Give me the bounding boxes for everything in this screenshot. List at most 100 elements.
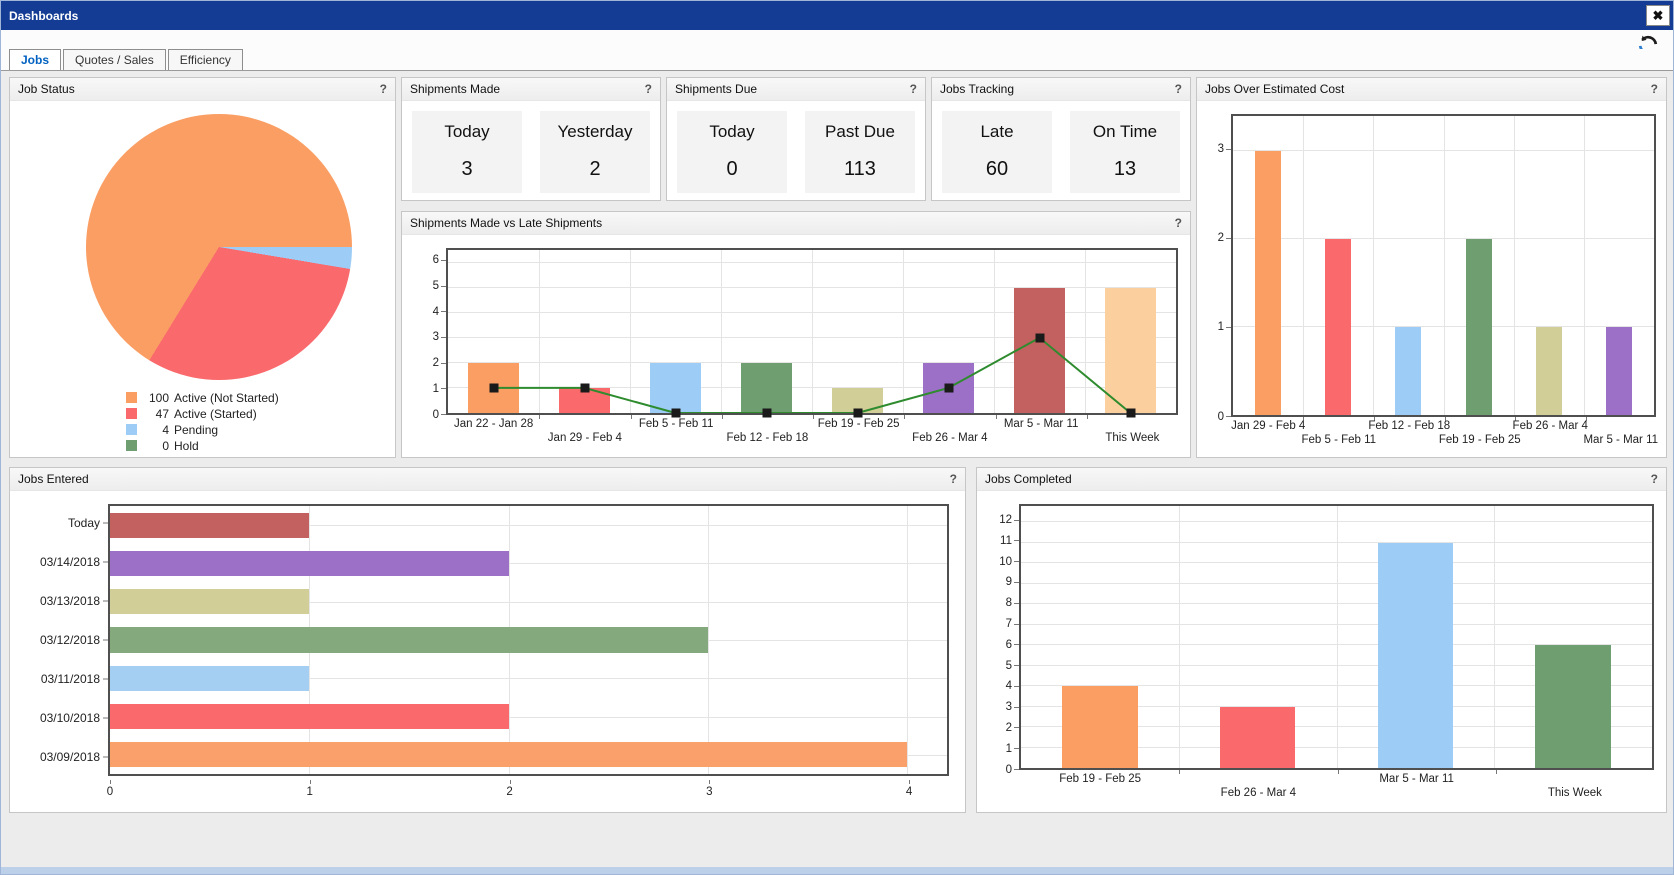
stat-label: On Time bbox=[1092, 122, 1158, 141]
y-tick-mark bbox=[1226, 326, 1231, 328]
bar bbox=[1605, 327, 1632, 415]
stat-card-yesterday: Yesterday 2 bbox=[540, 111, 650, 193]
jobs-over-estimated-cost-chart: 0 1 2 3 Jan 29 - Feb 4 Feb 5 - Feb 11 Feb 12 -… bbox=[1205, 114, 1658, 451]
x-tick-mark bbox=[509, 780, 511, 784]
x-tick-label: 3 bbox=[706, 786, 713, 798]
x-tick-label: This Week bbox=[1105, 432, 1160, 444]
y-tick-label: 3 bbox=[1217, 142, 1224, 155]
jobs-completed-chart: 0 1 2 3 4 5 6 7 8 9 10 11 12 Feb 19 - Feb 25 Feb 26 - … bbox=[989, 504, 1654, 804]
help-icon[interactable]: ? bbox=[1650, 472, 1658, 486]
y-tick-label: 1 bbox=[432, 382, 439, 395]
help-icon[interactable]: ? bbox=[644, 82, 652, 96]
help-icon[interactable]: ? bbox=[1650, 82, 1658, 96]
x-tick-mark bbox=[904, 415, 906, 419]
x-tick-mark bbox=[1303, 417, 1305, 421]
x-tick-label: Jan 29 - Feb 4 bbox=[1231, 420, 1306, 432]
x-axis: Jan 29 - Feb 4 Feb 5 - Feb 11 Feb 12 - Feb… bbox=[1231, 417, 1658, 451]
gridline bbox=[1336, 506, 1338, 768]
y-tick-mark bbox=[441, 285, 446, 287]
x-axis: 0 1 2 3 4 bbox=[107, 780, 949, 806]
gridline bbox=[110, 525, 947, 527]
y-tick-label: 3 bbox=[432, 331, 439, 344]
window-title: Dashboards bbox=[9, 8, 79, 23]
y-tick-label: 11 bbox=[1000, 534, 1012, 547]
bar bbox=[1395, 327, 1422, 415]
x-tick-mark bbox=[1495, 770, 1497, 774]
tab-jobs[interactable]: Jobs bbox=[9, 49, 62, 70]
gridline bbox=[110, 678, 947, 680]
panel-jobs-over-estimated-cost: Jobs Over Estimated Cost ? 0 1 2 3 Jan 29 - … bbox=[1196, 77, 1667, 458]
y-tick-mark bbox=[1014, 540, 1019, 542]
x-tick-label: Feb 19 - Feb 25 bbox=[1059, 773, 1142, 785]
help-icon[interactable]: ? bbox=[909, 82, 917, 96]
y-tick-label: 03/09/2018 bbox=[39, 749, 100, 764]
help-icon[interactable]: ? bbox=[379, 82, 387, 96]
pie-legend: 100 Active (Not Started) 47 Active (Started… bbox=[126, 390, 279, 454]
legend-label: Active (Started) bbox=[174, 406, 257, 421]
gridline bbox=[812, 250, 813, 413]
y-tick-label: 2 bbox=[432, 356, 439, 369]
panel-job-status: Job Status ? 100 Active (Not Started) 47 Ac… bbox=[9, 77, 396, 458]
gridline bbox=[1494, 506, 1496, 768]
y-tick-label: 2 bbox=[1005, 721, 1012, 734]
bar bbox=[110, 665, 310, 691]
y-tick-label: 0 bbox=[1217, 410, 1224, 423]
bar bbox=[1219, 706, 1296, 768]
stat-value: 113 bbox=[844, 158, 876, 180]
x-tick-label: Feb 5 - Feb 11 bbox=[1301, 434, 1377, 446]
panel-title: Shipments Due bbox=[675, 82, 758, 96]
x-tick-label: 2 bbox=[506, 786, 513, 798]
x-tick-mark bbox=[110, 780, 111, 784]
x-axis: Jan 22 - Jan 28 Jan 29 - Feb 4 Feb 5 - Feb… bbox=[448, 415, 1178, 449]
gridline bbox=[110, 601, 947, 603]
y-tick-label: 03/12/2018 bbox=[39, 633, 100, 647]
gridline bbox=[707, 506, 709, 774]
y-tick-mark bbox=[1014, 665, 1019, 667]
y-tick-mark bbox=[1014, 706, 1019, 708]
panel-header: Jobs Entered ? bbox=[10, 468, 965, 491]
y-tick-mark bbox=[441, 388, 446, 390]
y-tick-mark bbox=[1014, 561, 1019, 563]
y-tick-label: 10 bbox=[999, 555, 1012, 568]
y-tick-label: 8 bbox=[1005, 597, 1012, 609]
close-button[interactable]: ✖ bbox=[1646, 5, 1670, 26]
shipments-vs-late-chart: 0 1 2 3 4 5 6 Jan 22 - Jan 28 Jan 29 - Feb 4 Feb … bbox=[412, 248, 1178, 449]
jobs-entered-chart: Today 03/14/2018 03/13/2018 03/12/2018 03/11… bbox=[16, 504, 949, 806]
x-tick-label: Feb 5 - Feb 11 bbox=[638, 418, 714, 430]
y-tick-label: 03/11/2018 bbox=[40, 671, 100, 686]
legend-label: Active (Not Started) bbox=[174, 390, 279, 405]
y-tick-mark bbox=[103, 639, 108, 641]
y-tick-mark bbox=[441, 414, 446, 415]
y-tick-label: 03/13/2018 bbox=[39, 594, 100, 609]
help-icon[interactable]: ? bbox=[949, 472, 957, 486]
help-icon[interactable]: ? bbox=[1174, 82, 1182, 96]
bar bbox=[110, 742, 908, 768]
bar bbox=[110, 512, 310, 538]
panel-header: Shipments Made vs Late Shipments ? bbox=[402, 212, 1190, 235]
x-tick-mark bbox=[995, 415, 997, 419]
bar bbox=[741, 362, 792, 413]
bar bbox=[1465, 239, 1492, 415]
pie bbox=[86, 114, 352, 380]
plot-area bbox=[1231, 114, 1656, 417]
x-tick-mark bbox=[1585, 417, 1587, 421]
tab-quotes-sales[interactable]: Quotes / Sales bbox=[63, 49, 166, 70]
stat-value: 2 bbox=[589, 158, 601, 180]
tab-efficiency[interactable]: Efficiency bbox=[167, 49, 243, 70]
panel-shipments-due: Shipments Due ? Today 0 Past Due 113 bbox=[666, 77, 926, 201]
y-axis: Today 03/14/2018 03/13/2018 03/12/2018 03/11… bbox=[16, 504, 108, 776]
bar bbox=[650, 362, 701, 413]
gridline bbox=[1303, 116, 1305, 415]
x-axis: Feb 19 - Feb 25 Feb 26 - Mar 4 Mar 5 - Mar… bbox=[1021, 770, 1654, 804]
bar bbox=[110, 627, 708, 653]
x-tick-mark bbox=[1514, 417, 1516, 421]
y-tick-mark bbox=[1014, 581, 1019, 583]
y-tick-mark bbox=[1014, 748, 1019, 750]
y-tick-mark bbox=[103, 678, 108, 680]
legend-value: 0 bbox=[162, 438, 169, 453]
y-tick-mark bbox=[103, 522, 108, 524]
help-icon[interactable]: ? bbox=[1174, 216, 1182, 230]
x-tick-label: Feb 26 - Mar 4 bbox=[1512, 420, 1588, 432]
panel-jobs-entered: Jobs Entered ? Today 03/14/2018 03/13/2018… bbox=[9, 467, 966, 813]
